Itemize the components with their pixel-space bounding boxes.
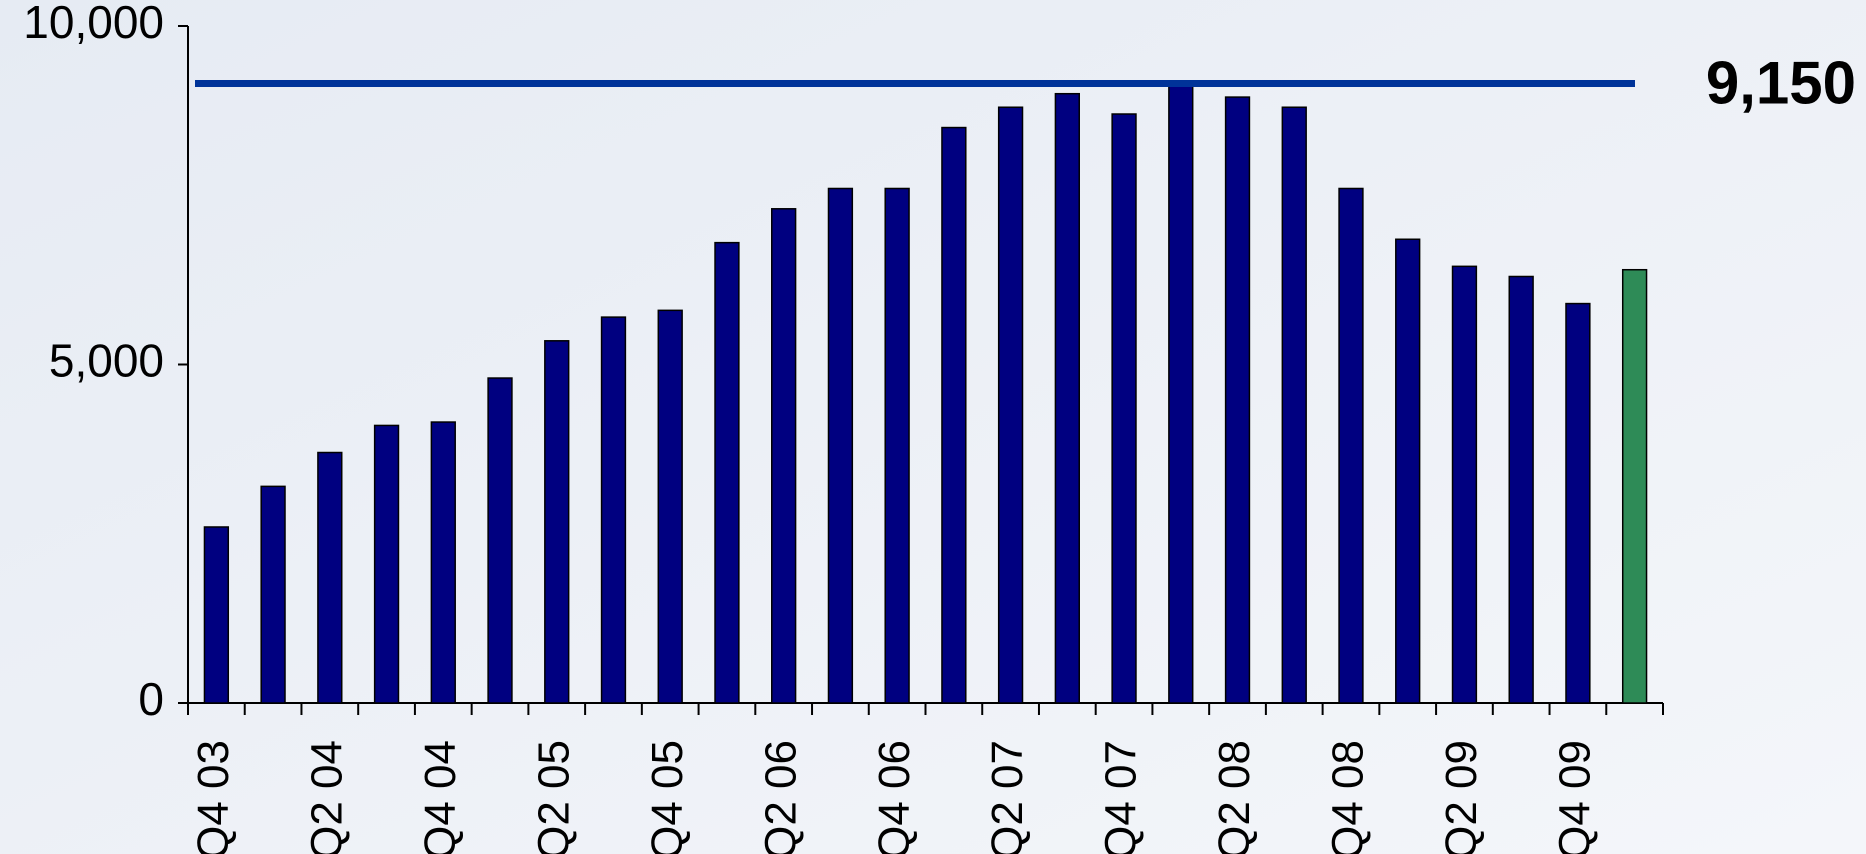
bar — [827, 187, 854, 704]
bar — [430, 421, 456, 704]
y-tick-label: 5,000 — [49, 335, 164, 387]
bar — [941, 126, 967, 704]
bar — [1224, 96, 1251, 704]
x-tick-label: Q4 06 — [870, 740, 919, 854]
x-tick-label: Q2 07 — [983, 740, 1032, 854]
bar — [544, 340, 570, 704]
x-tick-label: Q2 06 — [756, 740, 805, 854]
x-tick-label: Q4 05 — [643, 740, 692, 854]
x-tick-label: Q4 04 — [416, 740, 465, 854]
bar — [1168, 82, 1194, 704]
bar — [714, 241, 740, 704]
reference-label: 9,150 — [1706, 49, 1856, 116]
bar — [317, 451, 343, 704]
bar — [1395, 238, 1421, 704]
bar — [657, 309, 683, 704]
bar — [203, 526, 230, 704]
bar — [1621, 268, 1648, 704]
x-tick-label: Q4 08 — [1324, 740, 1373, 854]
bar — [1338, 187, 1364, 704]
bar — [1508, 275, 1534, 704]
x-tick-label: Q4 03 — [189, 740, 238, 854]
bar — [771, 208, 797, 704]
bar — [1054, 92, 1080, 704]
x-tick-label: Q4 07 — [1097, 740, 1146, 854]
y-tick-label: 10,000 — [23, 0, 164, 48]
x-tick-label: Q2 09 — [1437, 740, 1486, 854]
x-tick-label: Q2 05 — [529, 740, 578, 854]
bar — [373, 424, 400, 704]
bar — [260, 485, 286, 704]
x-tick-label: Q2 04 — [302, 740, 351, 854]
y-tick-label: 0 — [138, 673, 164, 725]
bar — [1111, 113, 1137, 704]
bar — [997, 106, 1024, 704]
x-tick-label: Q4 09 — [1551, 740, 1600, 854]
bar — [1565, 302, 1591, 704]
bar — [1281, 106, 1307, 704]
bar — [1451, 265, 1478, 704]
bar — [884, 187, 910, 704]
bar — [600, 316, 627, 704]
x-tick-label: Q2 08 — [1210, 740, 1259, 854]
bar — [487, 377, 513, 704]
